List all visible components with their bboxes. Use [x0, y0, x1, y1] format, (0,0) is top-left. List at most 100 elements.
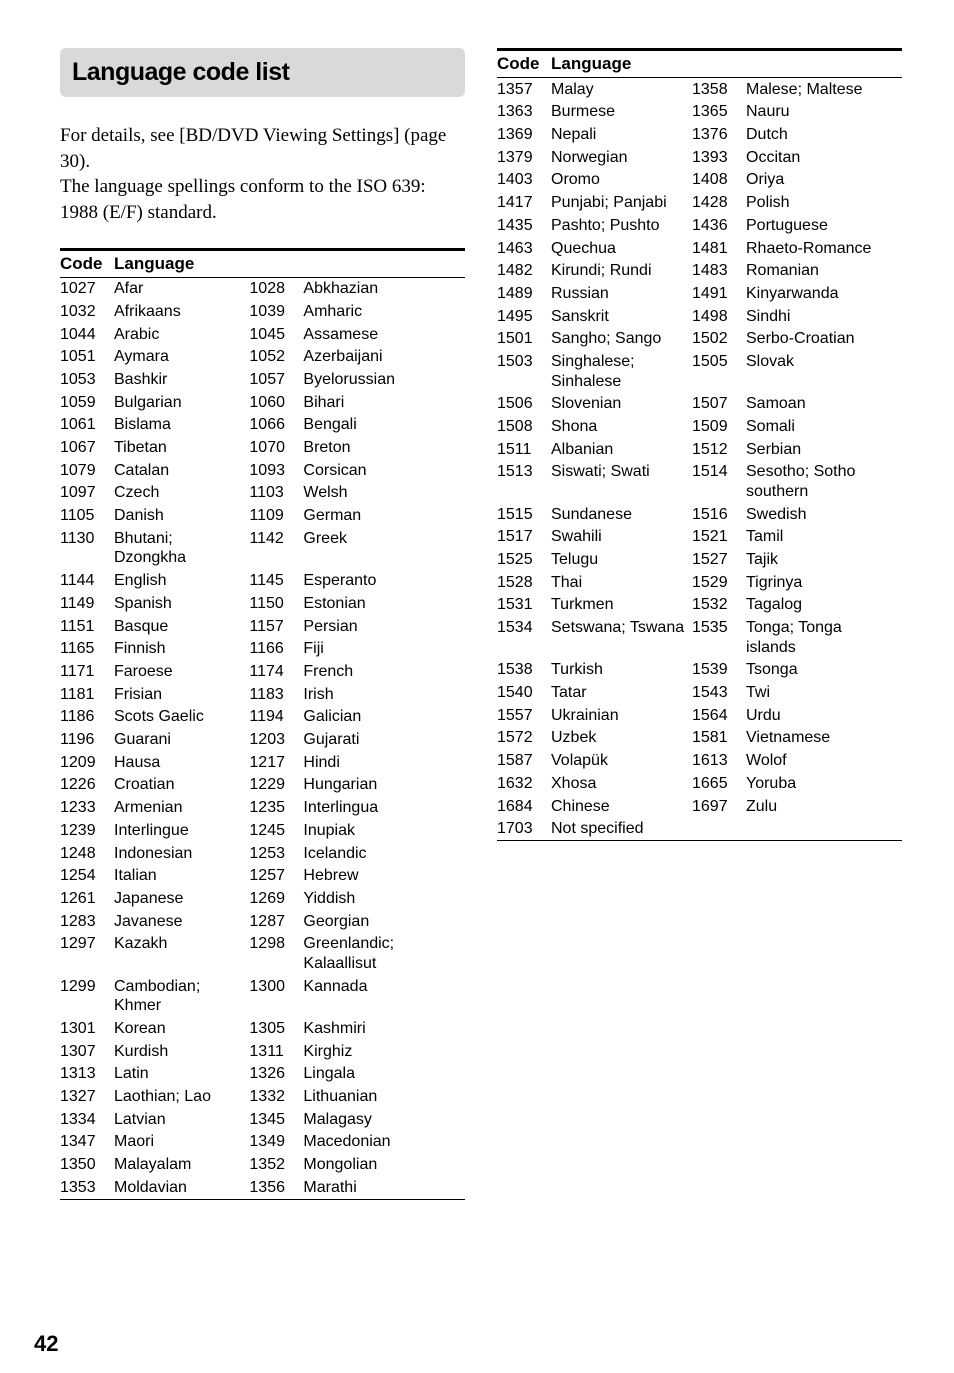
code-cell: 1481: [692, 237, 746, 260]
code-cell: 1254: [60, 865, 114, 888]
language-cell: Interlingua: [303, 797, 465, 820]
header-lang: Language: [114, 254, 465, 274]
language-cell: Laothian; Lao: [114, 1085, 249, 1108]
table-row: 1283Javanese1287Georgian: [60, 910, 465, 933]
language-cell: Finnish: [114, 638, 249, 661]
language-cell: Afrikaans: [114, 300, 249, 323]
language-cell: Breton: [303, 436, 465, 459]
language-cell: Polish: [746, 192, 902, 215]
code-cell: 1557: [497, 704, 551, 727]
code-cell: 1045: [249, 323, 303, 346]
table-row: 1684Chinese1697Zulu: [497, 795, 902, 818]
table-row: 1171Faroese1174French: [60, 660, 465, 683]
language-cell: Armenian: [114, 797, 249, 820]
code-cell: 1157: [249, 615, 303, 638]
table-row: 1534Setswana; Tswana1535Tonga; Tonga isl…: [497, 617, 902, 659]
language-cell: Quechua: [551, 237, 692, 260]
language-cell: Hungarian: [303, 774, 465, 797]
code-cell: 1028: [249, 278, 303, 301]
language-cell: Rhaeto-Romance: [746, 237, 902, 260]
table-row: 1061Bislama1066Bengali: [60, 414, 465, 437]
language-cell: Javanese: [114, 910, 249, 933]
language-cell: Tajik: [746, 548, 902, 571]
language-cell: Bengali: [303, 414, 465, 437]
code-cell: 1052: [249, 346, 303, 369]
language-cell: Byelorussian: [303, 368, 465, 391]
code-cell: 1357: [497, 78, 551, 101]
language-cell: Lithuanian: [303, 1085, 465, 1108]
table-row: 1363Burmese1365Nauru: [497, 101, 902, 124]
code-cell: 1248: [60, 842, 114, 865]
language-cell: Kirundi; Rundi: [551, 260, 692, 283]
language-cell: Kazakh: [114, 933, 249, 975]
left-table-group: Code Language 1027Afar1028Abkhazian1032A…: [60, 248, 465, 1200]
language-cell: Georgian: [303, 910, 465, 933]
language-cell: Serbo-Croatian: [746, 328, 902, 351]
table-row: 1079Catalan1093Corsican: [60, 459, 465, 482]
language-cell: Norwegian: [551, 146, 692, 169]
table-row: 1531Turkmen1532Tagalog: [497, 594, 902, 617]
language-cell: Greek: [303, 527, 465, 569]
code-cell: 1261: [60, 887, 114, 910]
language-cell: Macedonian: [303, 1131, 465, 1154]
code-cell: 1503: [497, 350, 551, 392]
code-cell: 1079: [60, 459, 114, 482]
table-row: 1165Finnish1166Fiji: [60, 638, 465, 661]
table-row: 1503Singhalese; Sinhalese1505Slovak: [497, 350, 902, 392]
code-cell: 1103: [249, 482, 303, 505]
language-cell: German: [303, 505, 465, 528]
language-cell: Nauru: [746, 101, 902, 124]
language-cell: Slovak: [746, 350, 902, 392]
table-row: 1053Bashkir1057Byelorussian: [60, 368, 465, 391]
language-cell: Tigrinya: [746, 571, 902, 594]
language-cell: Moldavian: [114, 1176, 249, 1199]
language-cell: Zulu: [746, 795, 902, 818]
table-row: 1105Danish1109German: [60, 505, 465, 528]
code-cell: 1489: [497, 282, 551, 305]
header-code: Code: [60, 254, 114, 274]
language-cell: Dutch: [746, 123, 902, 146]
table-row: 1572Uzbek1581Vietnamese: [497, 727, 902, 750]
code-cell: 1482: [497, 260, 551, 283]
language-cell: Korean: [114, 1017, 249, 1040]
language-cell: Turkmen: [551, 594, 692, 617]
code-cell: 1299: [60, 975, 114, 1017]
language-cell: Malagasy: [303, 1108, 465, 1131]
code-cell: 1257: [249, 865, 303, 888]
code-cell: 1165: [60, 638, 114, 661]
language-cell: Ukrainian: [551, 704, 692, 727]
table-row: 1307Kurdish1311Kirghiz: [60, 1040, 465, 1063]
header-lang: Language: [551, 54, 902, 74]
code-cell: 1283: [60, 910, 114, 933]
code-cell: 1105: [60, 505, 114, 528]
intro-line-2: The language spellings conform to the IS…: [60, 176, 426, 223]
language-cell: Sesotho; Sotho southern: [746, 461, 902, 503]
code-cell: 1061: [60, 414, 114, 437]
table-row: 1239Interlingue1245Inupiak: [60, 819, 465, 842]
language-cell: Arabic: [114, 323, 249, 346]
code-cell: 1287: [249, 910, 303, 933]
code-cell: 1532: [692, 594, 746, 617]
code-cell: 1508: [497, 415, 551, 438]
code-cell: 1181: [60, 683, 114, 706]
language-cell: Nepali: [551, 123, 692, 146]
table-row: 1027Afar1028Abkhazian: [60, 278, 465, 301]
table-row: 1540Tatar1543Twi: [497, 681, 902, 704]
table-row: 1632Xhosa1665Yoruba: [497, 772, 902, 795]
table-row: 1501Sangho; Sango1502Serbo-Croatian: [497, 328, 902, 351]
code-cell: 1528: [497, 571, 551, 594]
code-cell: 1435: [497, 214, 551, 237]
language-cell: Serbian: [746, 438, 902, 461]
language-cell: Hausa: [114, 751, 249, 774]
code-cell: 1365: [692, 101, 746, 124]
language-cell: Greenlandic; Kalaallisut: [303, 933, 465, 975]
code-cell: 1203: [249, 728, 303, 751]
code-cell: 1697: [692, 795, 746, 818]
language-cell: Tonga; Tonga islands: [746, 617, 902, 659]
language-cell: Spanish: [114, 592, 249, 615]
code-cell: 1531: [497, 594, 551, 617]
right-table-group: Code Language 1357Malay1358Malese; Malte…: [497, 48, 902, 841]
language-cell: Gujarati: [303, 728, 465, 751]
code-cell: 1350: [60, 1153, 114, 1176]
code-cell: 1032: [60, 300, 114, 323]
